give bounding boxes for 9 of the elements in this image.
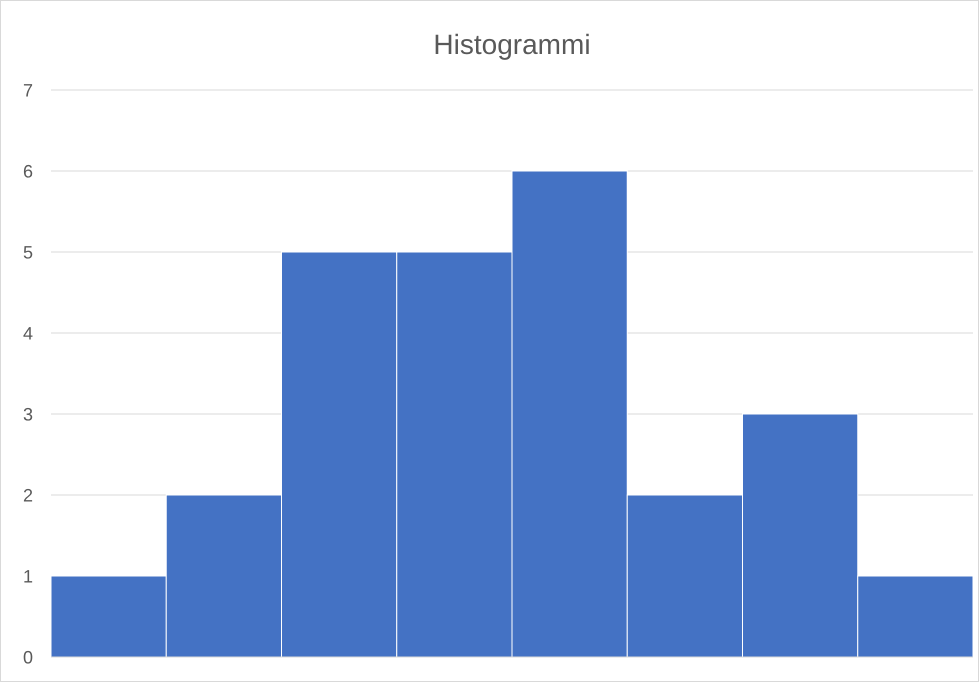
- y-tick-label: 1: [22, 566, 33, 586]
- y-tick-label: 2: [22, 485, 33, 506]
- y-tick-label: 3: [22, 404, 33, 424]
- y-tick-label: 0: [22, 647, 33, 668]
- y-tick-label: 4: [22, 323, 33, 344]
- chart-title: Histogrammi: [433, 29, 591, 60]
- y-tick-label: 7: [22, 80, 33, 100]
- y-tick-label: 6: [22, 161, 33, 182]
- y-tick-label: 5: [22, 242, 33, 262]
